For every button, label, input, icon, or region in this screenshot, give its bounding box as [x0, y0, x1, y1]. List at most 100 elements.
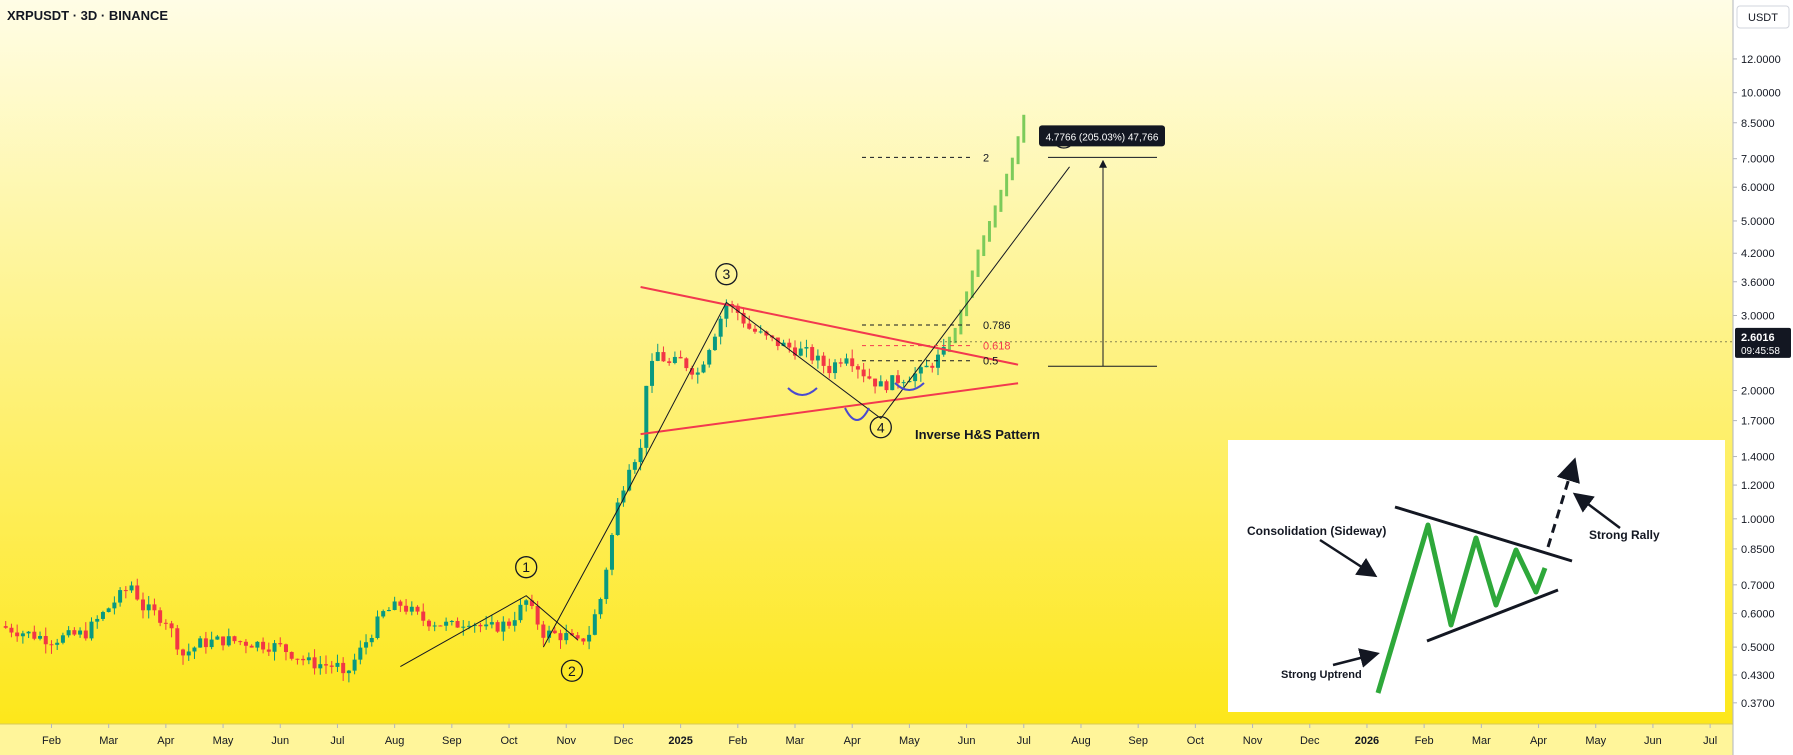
upper-trendline[interactable] [640, 285, 1019, 366]
candle-body [249, 645, 254, 648]
candle-body [140, 599, 145, 611]
lower-trendline[interactable] [640, 382, 1019, 436]
candle-body [627, 469, 632, 491]
candle-body [495, 622, 500, 632]
candle-body [26, 631, 31, 634]
pattern-label: Inverse H&S Pattern [915, 427, 1040, 442]
time-tick-label: Jul [330, 735, 344, 747]
candle-body [83, 630, 88, 639]
candle-body [20, 633, 25, 637]
candle-body [381, 611, 386, 617]
time-tick-label: Apr [844, 735, 861, 747]
price-tick-label: 6.0000 [1741, 182, 1775, 194]
time-tick-label: May [899, 735, 920, 747]
price-tick-label: 1.2000 [1741, 480, 1775, 492]
candle-body [386, 609, 391, 612]
candle-body [175, 628, 180, 650]
fib-label: 0.786 [983, 320, 1011, 332]
time-tick-label: Jun [271, 735, 289, 747]
candle-body [398, 601, 403, 606]
price-tick-label: 8.5000 [1741, 118, 1775, 130]
candle-body [850, 358, 855, 367]
candle-body [461, 626, 466, 628]
price-tick-label: 7.0000 [1741, 154, 1775, 166]
candle-body [764, 331, 769, 336]
price-tick-label: 2.0000 [1741, 386, 1775, 398]
candle-body [861, 369, 866, 377]
candle-body [261, 641, 266, 650]
candle-body [38, 636, 43, 639]
price-tick-label: 0.6000 [1741, 608, 1775, 620]
currency-badge[interactable] [1736, 5, 1790, 29]
candle-body [775, 337, 780, 347]
candle-body [507, 621, 512, 626]
price-tick-label: 3.0000 [1741, 310, 1775, 322]
candle-body [478, 624, 483, 627]
candle-body [918, 367, 923, 374]
candle-body [60, 635, 65, 643]
time-tick-label: Nov [556, 735, 576, 747]
candle-body [289, 652, 294, 659]
candle-body [312, 657, 317, 669]
candle-body [89, 621, 94, 639]
time-tick-label: Jun [1644, 735, 1662, 747]
candle-body [444, 621, 449, 626]
candle-body [547, 630, 552, 638]
candle-body [747, 323, 752, 329]
time-tick-label: Mar [786, 735, 805, 747]
wave-path-line[interactable] [542, 166, 1070, 648]
price-tick-label: 12.0000 [1741, 54, 1781, 66]
time-tick-label: Mar [99, 735, 118, 747]
candle-body [552, 630, 557, 634]
price-tag-value: 2.6016 [1741, 332, 1775, 344]
candle-body [878, 381, 883, 387]
candle-body [238, 641, 243, 643]
wave-label: 2 [568, 663, 576, 679]
measure-label-box [1039, 125, 1165, 147]
time-tick-label: Feb [42, 735, 61, 747]
candle-body [712, 336, 717, 351]
candle-body [181, 649, 186, 656]
candle-body [421, 611, 426, 621]
time-tick-label: Dec [614, 735, 634, 747]
candle-body [787, 342, 792, 348]
candle-body [324, 664, 329, 666]
price-tick-label: 1.4000 [1741, 452, 1775, 464]
candle-body [295, 658, 300, 660]
candle-body [375, 616, 380, 638]
fib-label: 0.5 [983, 356, 998, 368]
candle-body [907, 381, 912, 383]
wave-1-2-line[interactable] [400, 595, 578, 668]
candle-body [930, 365, 935, 368]
candle-body [935, 354, 940, 368]
hs-pattern-arcs [787, 382, 925, 421]
time-tick-label: Feb [1415, 735, 1434, 747]
candle-body [135, 585, 140, 600]
time-tick-label: Oct [1187, 735, 1204, 747]
time-tick-label: Jun [958, 735, 976, 747]
candle-body [455, 621, 460, 628]
inset-rally-pointer [1572, 492, 1621, 529]
price-tick-label: 0.5000 [1741, 642, 1775, 654]
measure-tool[interactable]: 4.7766 (205.03%) 47,766 [1039, 125, 1165, 367]
candle-body [844, 358, 849, 364]
candle-body [15, 632, 20, 637]
price-axis-panel[interactable] [1733, 0, 1793, 755]
candle-body [615, 502, 620, 536]
candle-body [9, 627, 14, 633]
inset-rally-label: Strong Rally [1589, 528, 1660, 542]
candle-body [358, 647, 363, 660]
candle-body [255, 641, 260, 648]
candle-body [209, 639, 214, 648]
current-price-tag[interactable]: 2.6016 09:45:58 [1735, 327, 1791, 358]
time-tick-label: 2026 [1355, 735, 1379, 747]
time-axis-panel[interactable] [0, 724, 1733, 755]
candle-body [152, 604, 157, 611]
candle-body [146, 604, 151, 611]
candle-body [72, 630, 77, 635]
time-tick-label: May [213, 735, 234, 747]
candle-body [118, 590, 123, 603]
candle-body [558, 633, 563, 641]
